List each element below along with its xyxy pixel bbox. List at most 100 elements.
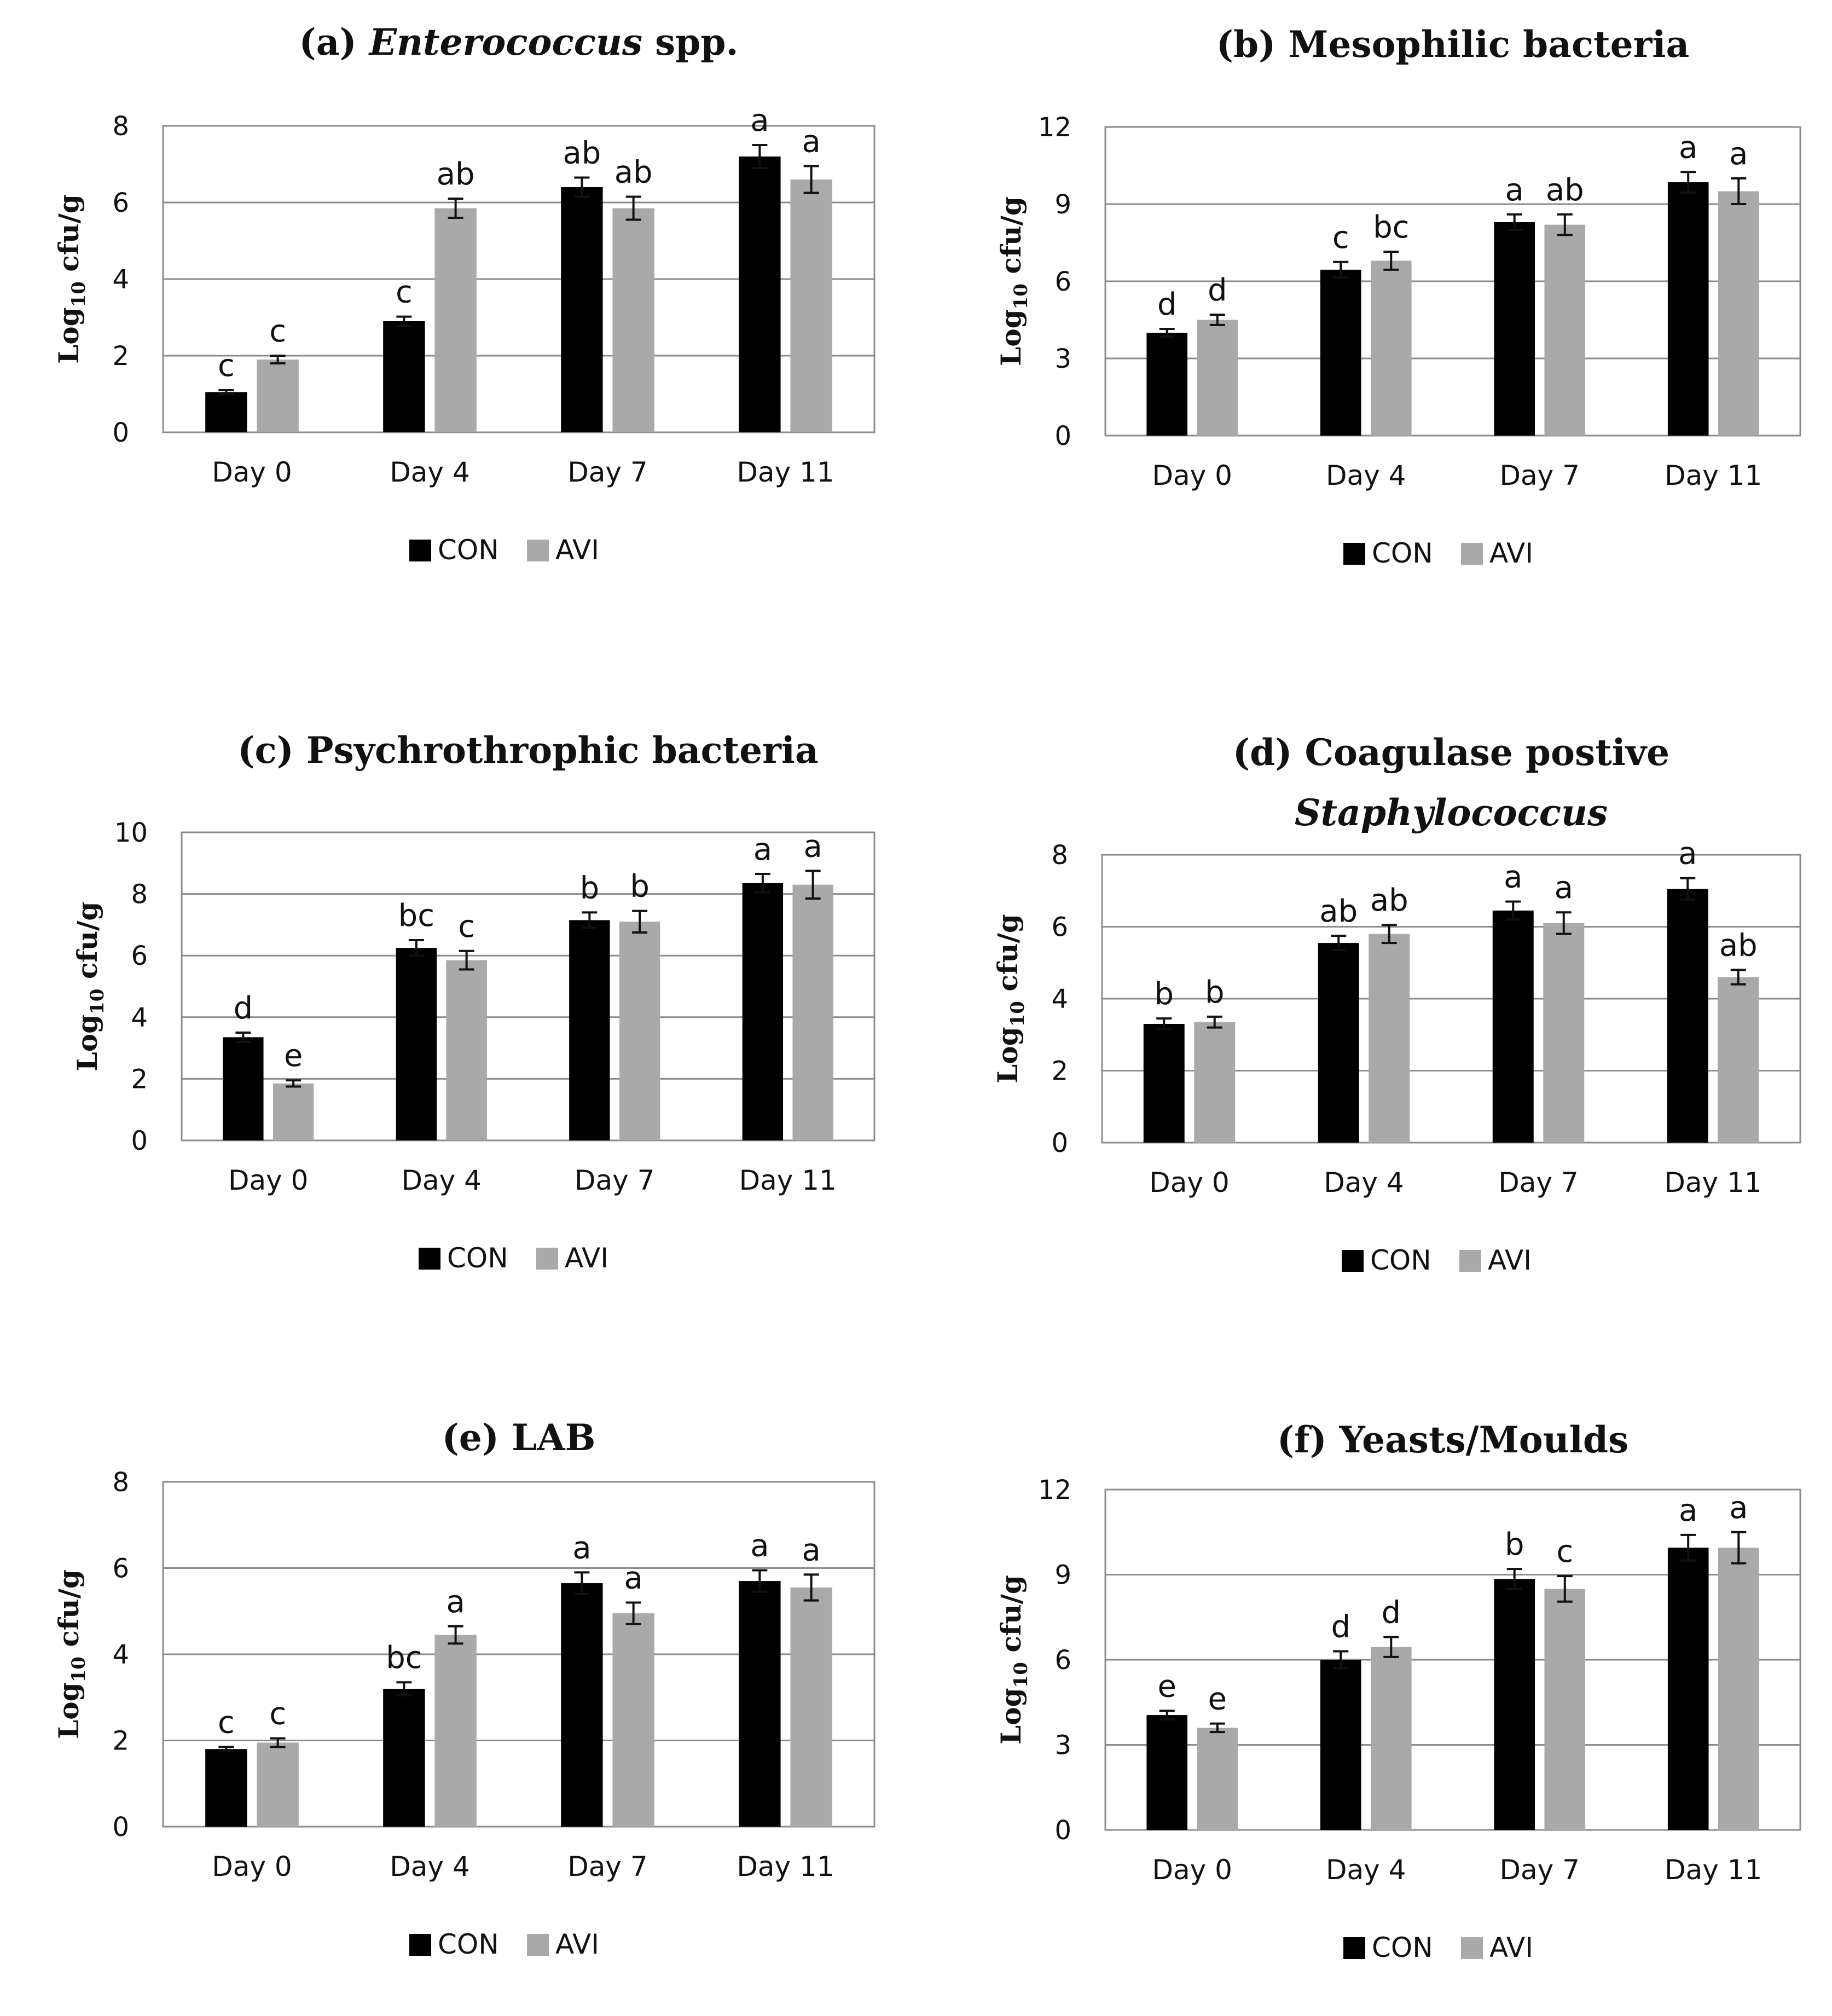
y-tick-label: 8: [1051, 840, 1068, 871]
significance-label: c: [269, 1696, 286, 1732]
significance-label: e: [284, 1038, 303, 1074]
y-axis-label: Log10 cfu/g: [992, 914, 1029, 1084]
chart-panel-c: (c) Psychrothrophic bacteria0246810Log10…: [71, 729, 876, 1274]
significance-label: a: [802, 124, 820, 160]
significance-label: ab: [1319, 894, 1358, 929]
bar-con: [1320, 269, 1361, 436]
legend-swatch-con: [1343, 543, 1365, 565]
x-tick-label: Day 0: [228, 1165, 308, 1196]
significance-label: a: [1504, 859, 1522, 895]
y-axis-label-log: Log: [992, 1027, 1024, 1083]
chart-title: (b) Mesophilic bacteria: [1216, 23, 1690, 66]
y-axis-label-log: Log: [53, 307, 85, 363]
legend-label-avi: AVI: [1489, 537, 1533, 569]
bar-con: [1492, 910, 1534, 1143]
bar-avi: [792, 884, 833, 1140]
bar-avi: [1544, 224, 1586, 436]
y-tick-label: 12: [1038, 1475, 1071, 1505]
legend-label-avi: AVI: [1489, 1932, 1533, 1963]
legend-label-avi: AVI: [565, 1242, 608, 1274]
bar-avi: [1194, 1022, 1236, 1143]
bar-avi: [434, 1635, 477, 1827]
y-tick-label: 0: [112, 1812, 129, 1843]
x-tick-label: Day 11: [737, 1851, 834, 1882]
legend-swatch-avi: [527, 540, 549, 561]
bar-con: [739, 1581, 781, 1827]
y-axis-label: Log10 cfu/g: [71, 902, 108, 1071]
chart-title-part: (e) LAB: [442, 1416, 596, 1459]
significance-label: a: [1729, 1490, 1748, 1526]
significance-label: bc: [398, 898, 434, 934]
y-axis-label-log: Log: [71, 1015, 103, 1071]
y-tick-label: 4: [112, 1640, 129, 1670]
x-tick-label: Day 7: [567, 456, 647, 488]
significance-label: c: [218, 348, 235, 384]
bar-avi: [257, 360, 299, 432]
y-tick-label: 0: [1054, 421, 1071, 451]
x-tick-label: Day 11: [1665, 460, 1762, 491]
chart-panel-a: (a) Enterococcus spp. 0 2 4 6 8 Log10 cfu/g Day…: [53, 21, 876, 566]
y-axis-label: Log10 cfu/g: [995, 196, 1032, 366]
x-tick-label: Day 11: [737, 456, 834, 488]
plot-frame: [1101, 854, 1801, 1144]
legend-swatch-avi: [1461, 543, 1483, 565]
legend-label-avi: AVI: [555, 1928, 599, 1960]
significance-label: a: [803, 829, 822, 864]
bar-avi: [1543, 923, 1585, 1143]
significance-label: b: [630, 869, 650, 905]
plot-frame: [1104, 1488, 1801, 1831]
bar-con: [1146, 1715, 1188, 1830]
significance-label: e: [1157, 1669, 1176, 1704]
y-tick-label: 4: [1051, 984, 1068, 1015]
significance-label: a: [1679, 130, 1697, 165]
y-axis-label-sub: 10: [68, 1656, 90, 1682]
significance-label: ab: [614, 155, 653, 190]
y-axis-label-sub: 10: [1007, 1001, 1029, 1027]
legend-swatch-con: [1342, 1250, 1364, 1272]
chart-title-italic: Enterococcus: [368, 21, 642, 63]
bar-avi: [1544, 1589, 1586, 1830]
significance-label: b: [580, 870, 600, 906]
legend-swatch-con: [409, 540, 431, 561]
x-tick-label: Day 7: [1498, 1167, 1578, 1198]
bar-avi: [790, 1587, 832, 1827]
chart-panel-f: (f) Yeasts/Moulds 0 3 6 9 12 Log10 cfu/g Day 0 e…: [995, 1418, 1801, 1963]
significance-label: a: [446, 1584, 465, 1620]
significance-label: b: [1505, 1527, 1524, 1562]
chart-title: (e) LAB: [442, 1416, 596, 1459]
bar-con: [1494, 222, 1535, 436]
chart-title: (a) Enterococcus spp.: [299, 21, 739, 63]
bar-con: [739, 157, 781, 432]
bar-avi: [1197, 1728, 1238, 1830]
bar-con: [742, 883, 784, 1140]
bar-con: [1143, 1024, 1185, 1143]
bar-con: [1667, 182, 1709, 436]
y-axis-label-unit: cfu/g: [995, 1575, 1027, 1662]
legend-swatch-avi: [536, 1248, 558, 1270]
x-tick-label: Day 0: [1149, 1167, 1229, 1198]
bar-avi: [1369, 934, 1410, 1143]
legend-label-con: CON: [438, 1928, 499, 1960]
bar-con: [205, 1749, 247, 1827]
significance-label: c: [1556, 1534, 1573, 1569]
bar-avi: [1370, 1647, 1412, 1830]
significance-label: c: [1332, 220, 1349, 256]
y-tick-label: 0: [131, 1126, 148, 1156]
y-axis-label-sub: 10: [86, 989, 108, 1015]
y-axis-label: Log10 cfu/g: [53, 1569, 90, 1739]
bar-con: [396, 948, 437, 1140]
y-axis-label-sub: 10: [68, 281, 90, 307]
plot-frame: [181, 831, 876, 1142]
y-axis-label-log: Log: [995, 1688, 1027, 1744]
y-tick-label: 2: [112, 1726, 129, 1757]
y-tick-label: 0: [1054, 1815, 1071, 1846]
chart-title-line2: Staphylococcus: [1295, 791, 1608, 834]
significance-label: a: [1679, 1493, 1697, 1528]
significance-label: a: [1729, 136, 1748, 172]
y-tick-label: 4: [131, 1003, 148, 1033]
significance-label: e: [1208, 1682, 1227, 1717]
bar-avi: [1718, 1548, 1759, 1830]
y-tick-label: 0: [112, 418, 129, 448]
